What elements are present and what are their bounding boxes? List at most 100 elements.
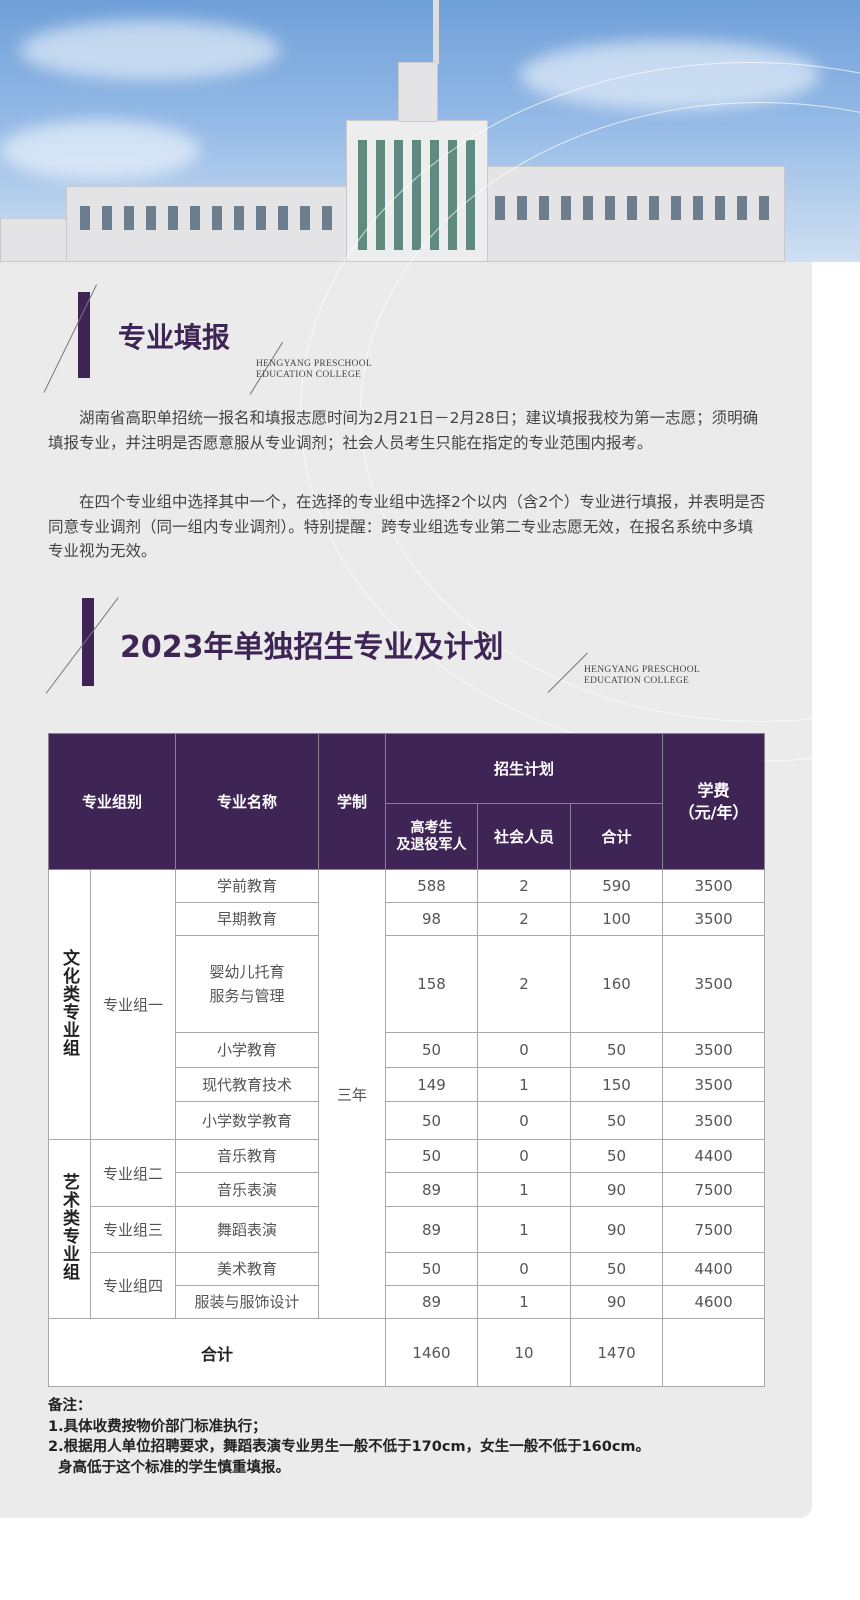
english-line: HENGYANG PRESCHOOL [584,665,700,675]
total-cell: 50 [570,1032,664,1068]
table-row: 婴幼儿托育 服务与管理 158 2 160 3500 [49,935,766,1033]
total-row: 合计 1460 10 1470 [47,1318,766,1387]
social-cell: 0 [477,1032,572,1068]
section-bar-decoration [82,598,94,686]
table-row: 服装与服饰设计 89 1 90 4600 [49,1285,766,1319]
major-name: 婴幼儿托育 服务与管理 [175,935,320,1033]
section-bar-decoration [78,292,90,378]
fee-cell: 7500 [662,1172,766,1207]
header-gaokao: 高考生 及退役军人 [385,803,479,870]
header-social: 社会人员 [477,803,572,870]
fee-cell: 7500 [662,1206,766,1253]
group-cell: 专业组一 [89,869,177,1140]
total-cell: 90 [570,1206,664,1253]
social-cell: 1 [477,1206,572,1253]
fee-cell: 3500 [662,1067,766,1102]
header-fee: 学费 （元/年） [662,733,766,870]
duration-cell: 三年 [318,869,387,1319]
major-name: 小学数学教育 [175,1101,320,1140]
social-cell: 2 [477,902,572,936]
enrollment-plan-table: 专业组别 专业名称 学制 招生计划 学费 （元/年） 高考生 及退役军人 社会人… [47,733,766,1387]
section-title-major-filing: 专业填报 [118,321,231,354]
gaokao-cell: 89 [385,1206,479,1253]
gaokao-cell: 588 [385,869,479,903]
group-cell: 专业组二 [89,1139,177,1207]
social-cell: 2 [477,869,572,903]
fee-cell: 4400 [662,1252,766,1286]
section-title-enrollment-plan: 2023年单独招生专业及计划 [120,630,504,665]
social-cell: 1 [477,1172,572,1207]
table-row: 小学教育 50 0 50 3500 [49,1032,766,1068]
major-name: 音乐表演 [175,1172,320,1207]
group-cell: 专业组三 [89,1206,177,1253]
category-cell: 艺术类专业组 [48,1139,91,1319]
paragraph: 在四个专业组中选择其中一个，在选择的专业组中选择2个以内（含2个）专业进行填报，… [48,493,766,560]
college-english-name: HENGYANG PRESCHOOL EDUCATION COLLEGE [256,359,372,381]
paragraph: 湖南省高职单招统一报名和填报志愿时间为2月21日－2月28日；建议填报我校为第一… [48,409,759,452]
major-name: 学前教育 [175,869,320,903]
total-cell: 50 [570,1101,664,1140]
total-total: 1470 [570,1318,664,1387]
note-item: 身高低于这个标准的学生慎重填报。 [58,1459,290,1476]
gaokao-cell: 50 [385,1252,479,1286]
total-cell: 590 [570,869,664,903]
major-name: 小学教育 [175,1032,320,1068]
gaokao-cell: 89 [385,1285,479,1319]
note-item: 2.根据用人单位招聘要求，舞蹈表演专业男生一般不低于170cm，女生一般不低于1… [48,1439,651,1455]
header-major-name: 专业名称 [175,733,320,870]
social-cell: 0 [477,1252,572,1286]
fee-cell: 3500 [662,1101,766,1140]
note-item: 1.具体收费按物价部门标准执行； [48,1418,267,1435]
gaokao-cell: 98 [385,902,479,936]
fee-cell: 4400 [662,1139,766,1173]
total-social: 10 [477,1318,572,1387]
major-name: 舞蹈表演 [175,1206,320,1253]
total-cell: 150 [570,1067,664,1102]
category-label: 文化类专业组 [59,948,79,1057]
gaokao-cell: 50 [385,1101,479,1140]
fee-cell: 3500 [662,935,766,1033]
header-plan: 招生计划 [385,733,664,804]
group-cell: 专业组四 [89,1252,177,1319]
major-name: 音乐教育 [175,1139,320,1173]
fee-cell: 3500 [662,1032,766,1068]
category-label: 艺术类专业组 [59,1173,79,1281]
table-row: 专业组四 美术教育 50 0 50 4400 [49,1252,766,1319]
gaokao-cell: 149 [385,1067,479,1102]
total-cell: 100 [570,902,664,936]
table-row: 专业组三 舞蹈表演 89 1 90 7500 [49,1206,766,1253]
english-line: EDUCATION COLLEGE [584,676,690,686]
table-row: 早期教育 98 2 100 3500 [49,902,766,936]
gaokao-cell: 50 [385,1032,479,1068]
total-cell: 90 [570,1285,664,1319]
english-line: EDUCATION COLLEGE [256,370,362,380]
college-english-name: HENGYANG PRESCHOOL EDUCATION COLLEGE [584,665,700,687]
social-cell: 0 [477,1139,572,1173]
social-cell: 1 [477,1067,572,1102]
notes: 备注： 1.具体收费按物价部门标准执行； 2.根据用人单位招聘要求，舞蹈表演专业… [48,1396,650,1478]
gaokao-cell: 50 [385,1139,479,1173]
english-line: HENGYANG PRESCHOOL [256,359,372,369]
total-cell: 50 [570,1252,664,1286]
header-group: 专业组别 [47,733,177,870]
major-name: 现代教育技术 [175,1067,320,1102]
total-gaokao: 1460 [385,1318,479,1387]
total-label: 合计 [47,1318,387,1387]
fee-cell: 3500 [662,869,766,903]
gaokao-cell: 89 [385,1172,479,1207]
social-cell: 2 [477,935,572,1033]
header-total: 合计 [570,803,664,870]
total-fee [662,1318,766,1387]
notes-title: 备注： [48,1398,92,1414]
major-name: 美术教育 [175,1252,320,1286]
fee-cell: 3500 [662,902,766,936]
category-cell: 文化类专业组 [48,869,91,1140]
total-cell: 160 [570,935,664,1033]
major-name: 服装与服饰设计 [175,1285,320,1319]
table-row: 音乐表演 89 1 90 7500 [49,1172,766,1207]
fee-cell: 4600 [662,1285,766,1319]
gaokao-cell: 158 [385,935,479,1033]
table-row: 艺术类专业组 专业组二 音乐教育 50 0 50 4400 [48,1139,766,1319]
total-cell: 50 [570,1139,664,1173]
social-cell: 1 [477,1285,572,1319]
